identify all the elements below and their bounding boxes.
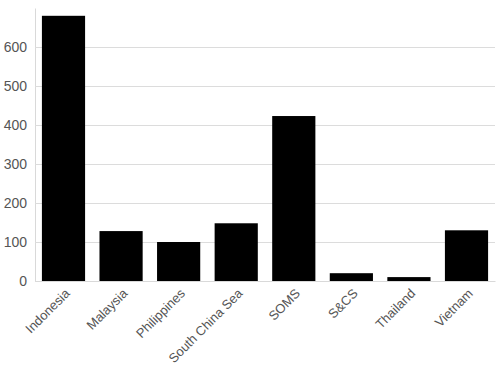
x-tick: SOMS: [265, 281, 303, 323]
y-tick-label: 100: [4, 234, 28, 250]
grid-line: [35, 125, 495, 126]
x-tick: S&CS: [325, 281, 361, 321]
x-tick-label: S&CS: [325, 286, 361, 322]
x-axis: IndonesiaMalaysiaPhilippinesSouth China …: [22, 281, 495, 366]
x-tick-label: SOMS: [265, 286, 303, 324]
y-tick-label: 300: [4, 156, 28, 172]
chart: 0 100 200 300 400 500 600 IndonesiaMalaysiaPhil…: [0, 0, 500, 367]
bar: [99, 231, 142, 281]
x-tick-label: Malaysia: [84, 285, 131, 332]
y-tick-label: 400: [4, 117, 28, 133]
bar: [272, 116, 315, 281]
x-tick-label: Thailand: [372, 286, 418, 332]
y-tick-label: 500: [4, 78, 28, 94]
x-tick: Indonesia: [22, 281, 73, 336]
x-axis-line: [36, 281, 496, 282]
x-tick: Vietnam: [432, 281, 476, 330]
grid-line: [35, 86, 495, 87]
y-tick-label: 0: [19, 273, 27, 289]
x-tick-label: Vietnam: [432, 286, 476, 330]
y-tick-label: 600: [4, 39, 28, 55]
x-tick-label: South China Sea: [165, 285, 246, 366]
plot: 0 100 200 300 400 500 600 IndonesiaMalaysiaPhil…: [4, 9, 496, 366]
y-axis: 0 100 200 300 400 500 600: [4, 9, 495, 289]
x-tick: South China Sea: [165, 281, 246, 366]
x-tick: Philippines: [133, 281, 188, 341]
grid-line: [35, 281, 495, 282]
bar: [330, 273, 373, 281]
y-tick-label: 200: [4, 195, 28, 211]
bar: [387, 277, 430, 281]
y-axis-line: [35, 9, 36, 282]
bars: [42, 16, 488, 281]
grid-line: [35, 164, 495, 165]
x-tick: Malaysia: [84, 281, 131, 333]
bar: [157, 242, 200, 281]
grid-line: [35, 47, 495, 48]
grid-line: [35, 203, 495, 204]
x-tick-label: Philippines: [133, 285, 188, 340]
bar: [215, 223, 258, 281]
bar: [42, 16, 85, 281]
bar: [445, 230, 488, 281]
x-tick: Thailand: [372, 281, 418, 332]
x-tick-label: Indonesia: [22, 285, 73, 336]
